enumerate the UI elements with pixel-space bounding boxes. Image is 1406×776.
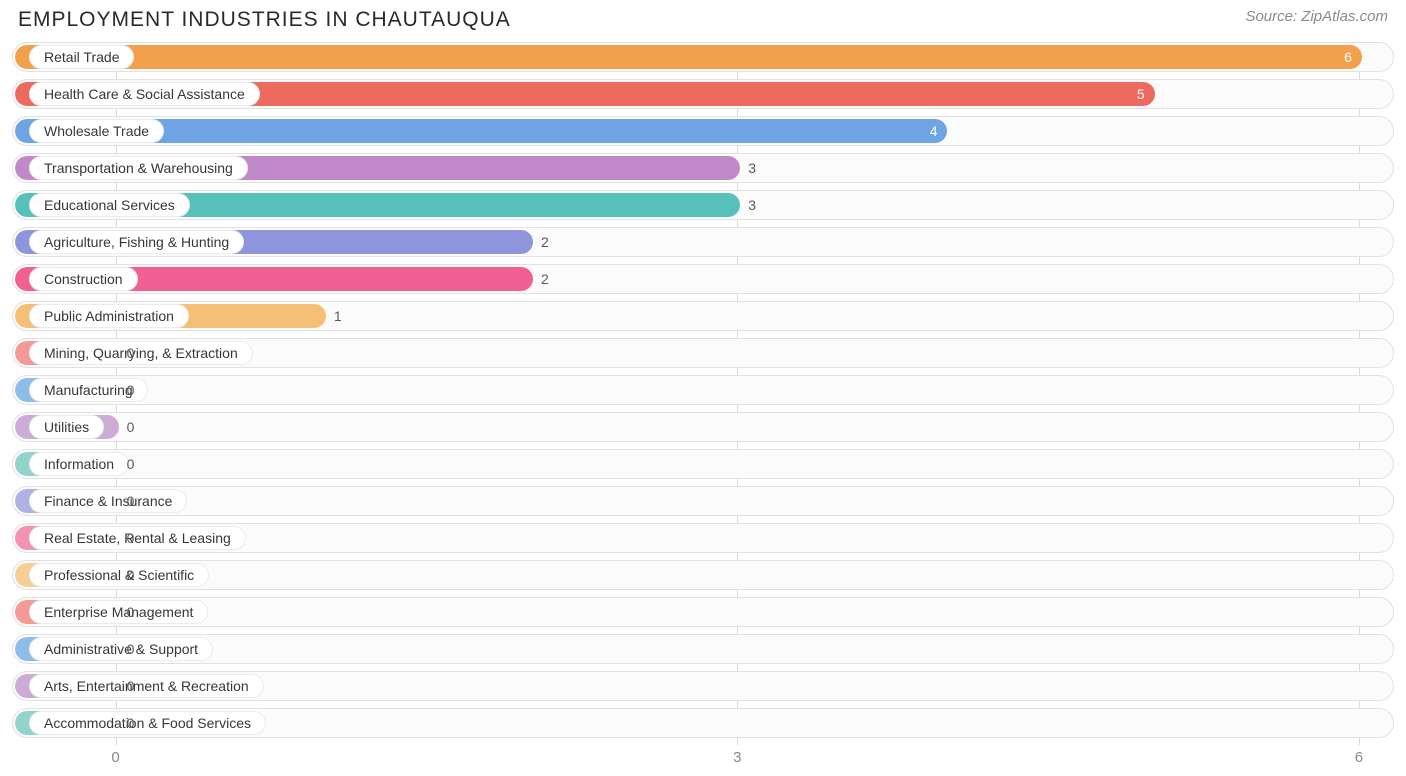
- bar-row: Manufacturing0: [12, 375, 1394, 405]
- value-label: 0: [127, 530, 135, 546]
- value-label: 4: [930, 123, 938, 139]
- value-label: 0: [127, 419, 135, 435]
- bar-row: Accommodation & Food Services0: [12, 708, 1394, 738]
- category-label: Agriculture, Fishing & Hunting: [29, 230, 244, 254]
- bar-row: Enterprise Management0: [12, 597, 1394, 627]
- category-label: Professional & Scientific: [29, 563, 209, 587]
- category-label: Retail Trade: [29, 45, 134, 69]
- bar-row: Wholesale Trade 4: [12, 116, 1394, 146]
- category-label: Transportation & Warehousing: [29, 156, 248, 180]
- category-label: Administrative & Support: [29, 637, 213, 661]
- bar-row: Retail Trade 6: [12, 42, 1394, 72]
- category-label: Real Estate, Rental & Leasing: [29, 526, 246, 550]
- chart-source: Source: ZipAtlas.com: [1245, 8, 1388, 25]
- bar-row: Real Estate, Rental & Leasing0: [12, 523, 1394, 553]
- bar-row: Finance & Insurance0: [12, 486, 1394, 516]
- bar-row: Mining, Quarrying, & Extraction0: [12, 338, 1394, 368]
- category-label: Mining, Quarrying, & Extraction: [29, 341, 253, 365]
- value-label: 0: [127, 493, 135, 509]
- bar-row: Health Care & Social Assistance 5: [12, 79, 1394, 109]
- category-label: Finance & Insurance: [29, 489, 187, 513]
- category-label: Accommodation & Food Services: [29, 711, 266, 735]
- bar-row: Public Administration 1: [12, 301, 1394, 331]
- bar-fill: [15, 45, 1362, 69]
- value-label: 3: [748, 197, 756, 213]
- x-tick-label: 6: [1355, 749, 1363, 766]
- value-label: 2: [541, 271, 549, 287]
- bar-row: Construction 2: [12, 264, 1394, 294]
- bar-row: Information0: [12, 449, 1394, 479]
- x-axis: 0 3 6: [12, 745, 1394, 771]
- bar-row: Agriculture, Fishing & Hunting 2: [12, 227, 1394, 257]
- category-label: Wholesale Trade: [29, 119, 164, 143]
- category-label: Information: [29, 452, 129, 476]
- value-label: 6: [1344, 49, 1352, 65]
- category-label: Public Administration: [29, 304, 189, 328]
- category-label: Health Care & Social Assistance: [29, 82, 260, 106]
- plot-region: Retail Trade 6 Health Care & Social Assist…: [12, 42, 1394, 745]
- bar-row: Transportation & Warehousing 3: [12, 153, 1394, 183]
- x-tick-label: 0: [111, 749, 119, 766]
- x-tick-label: 3: [733, 749, 741, 766]
- bar-row: Arts, Entertainment & Recreation0: [12, 671, 1394, 701]
- chart-area: Retail Trade 6 Health Care & Social Assist…: [12, 42, 1394, 771]
- category-label: Enterprise Management: [29, 600, 208, 624]
- category-label: Educational Services: [29, 193, 190, 217]
- chart-title: EMPLOYMENT INDUSTRIES IN CHAUTAUQUA: [18, 8, 511, 32]
- value-label: 0: [127, 456, 135, 472]
- value-label: 0: [127, 567, 135, 583]
- category-label: Utilities: [29, 415, 104, 439]
- value-label: 0: [127, 382, 135, 398]
- bar-row: Administrative & Support0: [12, 634, 1394, 664]
- bar-row: Educational Services 3: [12, 190, 1394, 220]
- value-label: 0: [127, 715, 135, 731]
- bar-row: Utilities 0: [12, 412, 1394, 442]
- value-label: 5: [1137, 86, 1145, 102]
- category-label: Construction: [29, 267, 138, 291]
- value-label: 0: [127, 678, 135, 694]
- value-label: 2: [541, 234, 549, 250]
- value-label: 3: [748, 160, 756, 176]
- value-label: 1: [334, 308, 342, 324]
- bar-row: Professional & Scientific0: [12, 560, 1394, 590]
- value-label: 0: [127, 641, 135, 657]
- value-label: 0: [127, 345, 135, 361]
- value-label: 0: [127, 604, 135, 620]
- category-label: Arts, Entertainment & Recreation: [29, 674, 264, 698]
